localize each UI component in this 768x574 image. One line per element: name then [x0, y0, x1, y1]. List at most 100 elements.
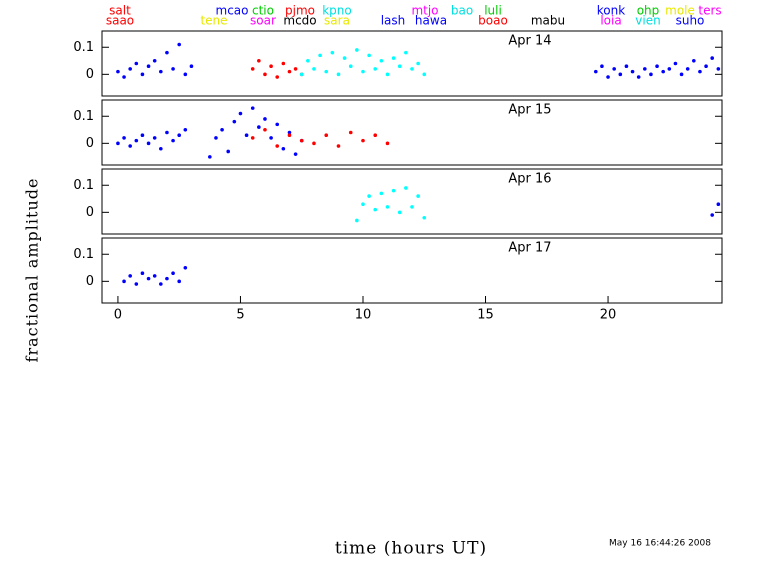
data-point: [361, 202, 365, 207]
data-point: [250, 67, 255, 71]
data-point: [624, 64, 629, 69]
site-label: mtjo: [411, 4, 438, 18]
data-point: [643, 67, 647, 71]
data-point: [152, 58, 157, 63]
data-point: [324, 69, 329, 74]
data-point: [397, 210, 402, 215]
data-point: [698, 69, 702, 74]
data-point: [348, 130, 353, 135]
data-point: [606, 75, 610, 79]
site-label: bao: [451, 4, 473, 18]
data-point: [128, 144, 132, 148]
data-point: [140, 133, 145, 138]
data-point: [397, 64, 402, 69]
data-point: [373, 67, 378, 71]
data-point: [385, 141, 390, 146]
data-point: [593, 69, 598, 74]
site-label: salt: [109, 4, 131, 18]
data-point: [404, 50, 408, 55]
data-point: [385, 205, 390, 209]
panel-title: Apr 17: [508, 241, 551, 256]
data-point: [134, 282, 139, 286]
data-point: [189, 64, 194, 69]
data-point: [208, 155, 212, 159]
data-point: [630, 69, 635, 74]
data-point: [679, 72, 684, 77]
data-point: [134, 138, 139, 143]
data-point: [116, 69, 120, 74]
site-label: tene: [200, 14, 227, 28]
plot-frame: [101, 99, 723, 166]
data-point: [330, 50, 335, 55]
data-point: [704, 64, 708, 69]
data-point: [336, 72, 341, 77]
data-point: [685, 67, 690, 71]
data-point: [348, 64, 353, 69]
data-point: [152, 136, 157, 140]
data-point: [269, 136, 273, 140]
data-point: [183, 127, 188, 132]
data-point: [422, 72, 427, 77]
site-label: ters: [698, 4, 721, 18]
data-point: [183, 72, 188, 77]
data-point: [612, 67, 616, 71]
data-point: [410, 67, 414, 71]
data-point: [373, 207, 378, 212]
site-label: ctio: [252, 4, 274, 18]
data-point: [299, 138, 304, 143]
site-label: pjmo: [285, 4, 315, 18]
site-label: loia: [600, 14, 621, 28]
data-point: [710, 56, 714, 60]
data-point: [379, 191, 384, 196]
data-point: [275, 75, 280, 79]
data-point: [655, 64, 659, 69]
data-point: [177, 42, 181, 47]
data-point: [244, 133, 249, 138]
data-point: [710, 213, 714, 217]
data-point: [226, 149, 231, 154]
data-point: [661, 69, 665, 74]
data-point: [342, 56, 347, 60]
data-point: [379, 58, 384, 63]
data-point: [159, 69, 163, 74]
data-point: [263, 127, 267, 132]
site-label: suho: [676, 14, 705, 28]
data-point: [361, 69, 365, 74]
data-point: [165, 130, 169, 135]
data-point: [165, 50, 169, 55]
y-tick-label: 0: [86, 136, 94, 151]
panel-title: Apr 15: [508, 103, 551, 118]
y-axis-label: fractional amplitude: [23, 178, 42, 363]
data-point: [416, 61, 420, 66]
y-tick-label: 0: [86, 205, 94, 220]
site-label: konk: [597, 4, 625, 18]
data-point: [355, 218, 359, 223]
data-point: [171, 67, 175, 71]
data-point: [116, 141, 120, 146]
site-label: boao: [478, 14, 508, 28]
site-label: luli: [484, 4, 502, 18]
data-point: [600, 64, 604, 69]
data-point: [324, 133, 329, 138]
plot-frame: [101, 168, 723, 235]
data-point: [649, 72, 653, 77]
data-point: [171, 138, 175, 143]
data-point: [716, 67, 721, 71]
data-point: [257, 125, 261, 129]
data-point: [361, 138, 365, 143]
data-point: [250, 136, 255, 140]
data-point: [404, 186, 408, 190]
data-point: [177, 133, 181, 138]
x-axis-label: time (hours UT): [335, 539, 487, 559]
data-point: [287, 133, 292, 138]
x-tick-label: 0: [114, 308, 122, 323]
panel-title: Apr 16: [508, 172, 551, 187]
data-point: [257, 58, 261, 63]
data-point: [140, 72, 145, 77]
site-label: kpno: [322, 4, 352, 18]
data-point: [220, 127, 224, 132]
data-point: [306, 58, 310, 63]
site-label: saao: [106, 14, 134, 28]
site-label: vien: [635, 14, 660, 28]
data-point: [146, 64, 151, 69]
